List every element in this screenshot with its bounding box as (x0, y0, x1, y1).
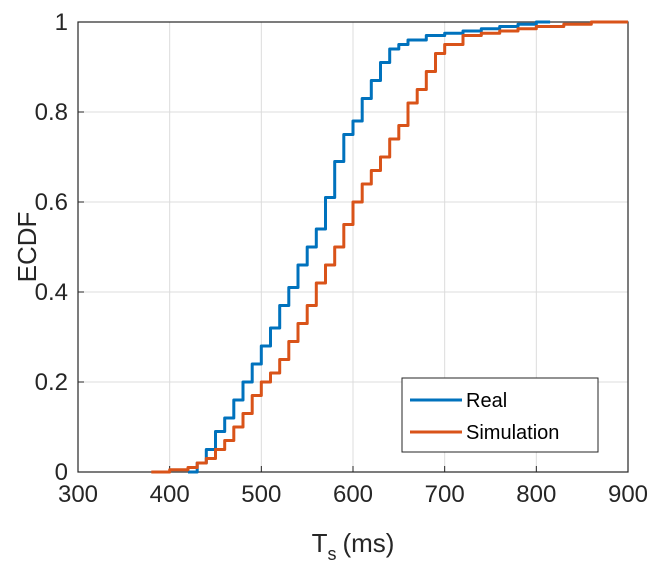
legend-label-real: Real (466, 390, 507, 412)
axis-ticks: 300 400 500 600 700 800 900 0 0.2 0.4 0.6 0.8 1 (35, 9, 648, 508)
x-tick-label: 600 (333, 481, 373, 508)
x-axis-label: Ts (ms) (312, 528, 395, 564)
legend: Real Simulation (401, 377, 599, 453)
x-tick-label: 700 (425, 481, 465, 508)
series-line-real (188, 20, 551, 474)
x-axis-label-unit: (ms) (342, 528, 394, 558)
legend-box (401, 377, 599, 453)
x-tick-label: 500 (241, 481, 281, 508)
x-tick-label: 400 (150, 481, 190, 508)
y-tick-label: 0.6 (35, 189, 68, 216)
y-tick-label: 0.4 (35, 279, 68, 306)
x-tick-label: 800 (516, 481, 556, 508)
x-tick-label: 900 (608, 481, 648, 508)
x-axis-label-subscript: s (327, 544, 336, 564)
y-tick-label: 0.8 (35, 99, 68, 126)
y-axis-label: ECDF (12, 212, 42, 283)
y-tick-label: 1 (55, 9, 68, 36)
x-tick-label: 300 (58, 481, 98, 508)
y-tick-label: 0 (55, 459, 68, 486)
y-tick-label: 0.2 (35, 369, 68, 396)
x-axis-label-main: T (312, 528, 328, 558)
series-group (151, 20, 628, 474)
legend-label-simulation: Simulation (466, 422, 559, 444)
series-line-simulation (151, 20, 628, 474)
